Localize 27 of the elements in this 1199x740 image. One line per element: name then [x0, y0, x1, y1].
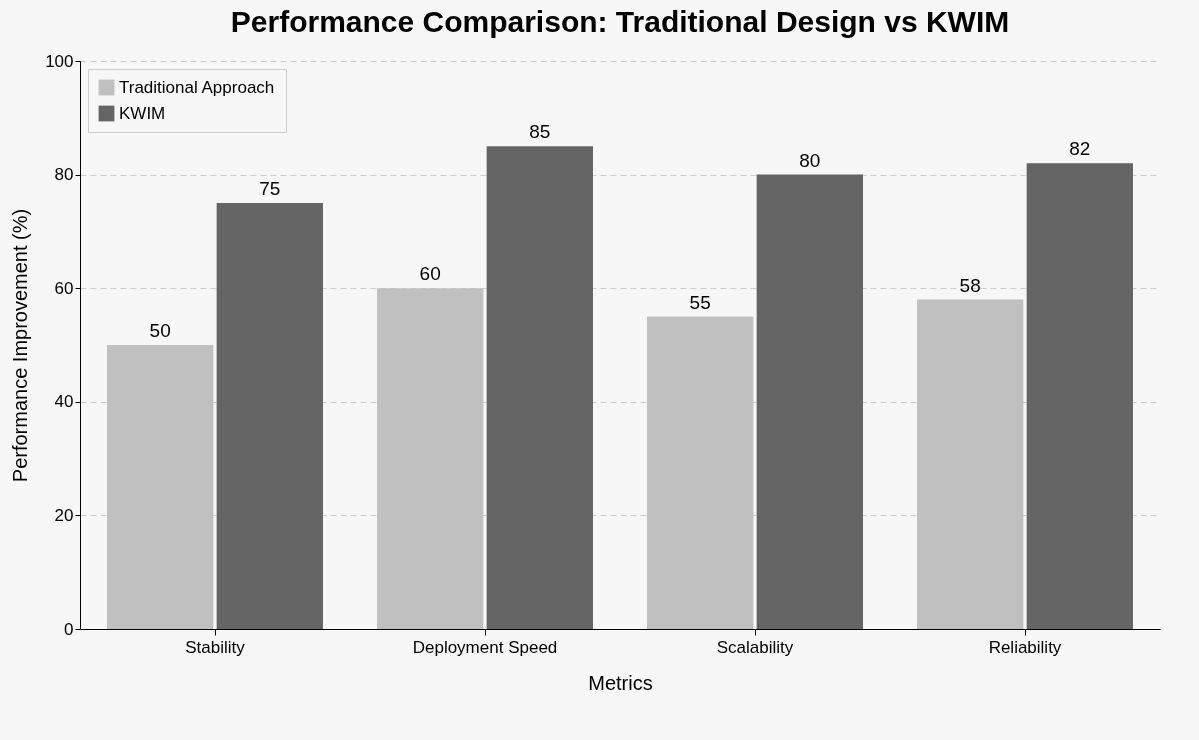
y-tick-label: 80	[54, 165, 74, 185]
y-tick-label: 60	[54, 278, 74, 298]
bar	[216, 203, 323, 629]
x-tick-label: Deployment Speed	[412, 637, 558, 657]
y-axis-title: Performance Improvement (%)	[9, 208, 32, 483]
x-tick-label: Scalability	[716, 637, 794, 657]
bar	[486, 146, 593, 629]
x-tick-label: Stability	[185, 637, 246, 657]
y-tick-label: 40	[54, 392, 74, 412]
data-label: 50	[149, 320, 171, 341]
data-label: 55	[689, 291, 711, 313]
data-label: 85	[529, 121, 551, 143]
y-tick-label: 20	[54, 505, 74, 525]
x-tick-label: Reliability	[988, 637, 1062, 657]
x-axis-title: Metrics	[588, 671, 653, 694]
data-label: 58	[959, 274, 981, 296]
data-label: 80	[799, 149, 821, 171]
chart-title: Performance Comparison: Traditional Design vs KWIM	[230, 5, 1010, 38]
bar	[756, 174, 863, 629]
legend-label: KWIM	[119, 103, 166, 123]
bar	[1026, 163, 1133, 629]
y-tick-label: 100	[45, 51, 74, 71]
legend-label: Traditional Approach	[119, 77, 275, 97]
data-label: 75	[259, 178, 281, 199]
y-tick-label: 0	[64, 619, 74, 639]
data-label: 60	[419, 263, 441, 285]
data-label: 82	[1069, 138, 1091, 160]
